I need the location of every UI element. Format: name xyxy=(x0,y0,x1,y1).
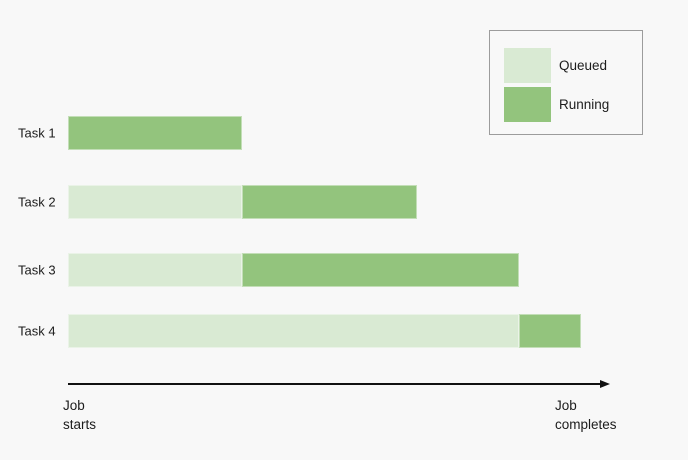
time-axis-line xyxy=(68,383,602,385)
task-label: Task 1 xyxy=(18,125,56,141)
task-2-running-bar xyxy=(242,185,417,219)
axis-label-job-completes: Job completes xyxy=(555,396,617,434)
axis-label-line: starts xyxy=(63,417,97,432)
task-label: Task 4 xyxy=(18,323,56,339)
task-2-queued-bar xyxy=(68,185,243,219)
task-3-queued-bar xyxy=(68,253,243,287)
axis-label-line: Job xyxy=(555,398,577,413)
legend: Queued Running xyxy=(489,30,643,135)
task-4-queued-bar xyxy=(68,314,520,348)
task-1-running-bar xyxy=(68,116,243,150)
legend-label-running: Running xyxy=(559,97,610,112)
running-color-swatch xyxy=(504,87,551,122)
time-axis-arrowhead-icon xyxy=(600,380,610,388)
queued-color-swatch xyxy=(504,48,551,83)
legend-item-queued: Queued xyxy=(504,48,642,83)
legend-label-queued: Queued xyxy=(559,58,608,73)
axis-label-line: completes xyxy=(555,417,617,432)
task-label: Task 2 xyxy=(18,194,56,210)
axis-label-job-starts: Job starts xyxy=(63,396,96,434)
task-4-running-bar xyxy=(519,314,581,348)
task-label: Task 3 xyxy=(18,262,56,278)
axis-label-line: Job xyxy=(63,398,85,413)
legend-item-running: Running xyxy=(504,87,642,122)
task-3-running-bar xyxy=(242,253,520,287)
